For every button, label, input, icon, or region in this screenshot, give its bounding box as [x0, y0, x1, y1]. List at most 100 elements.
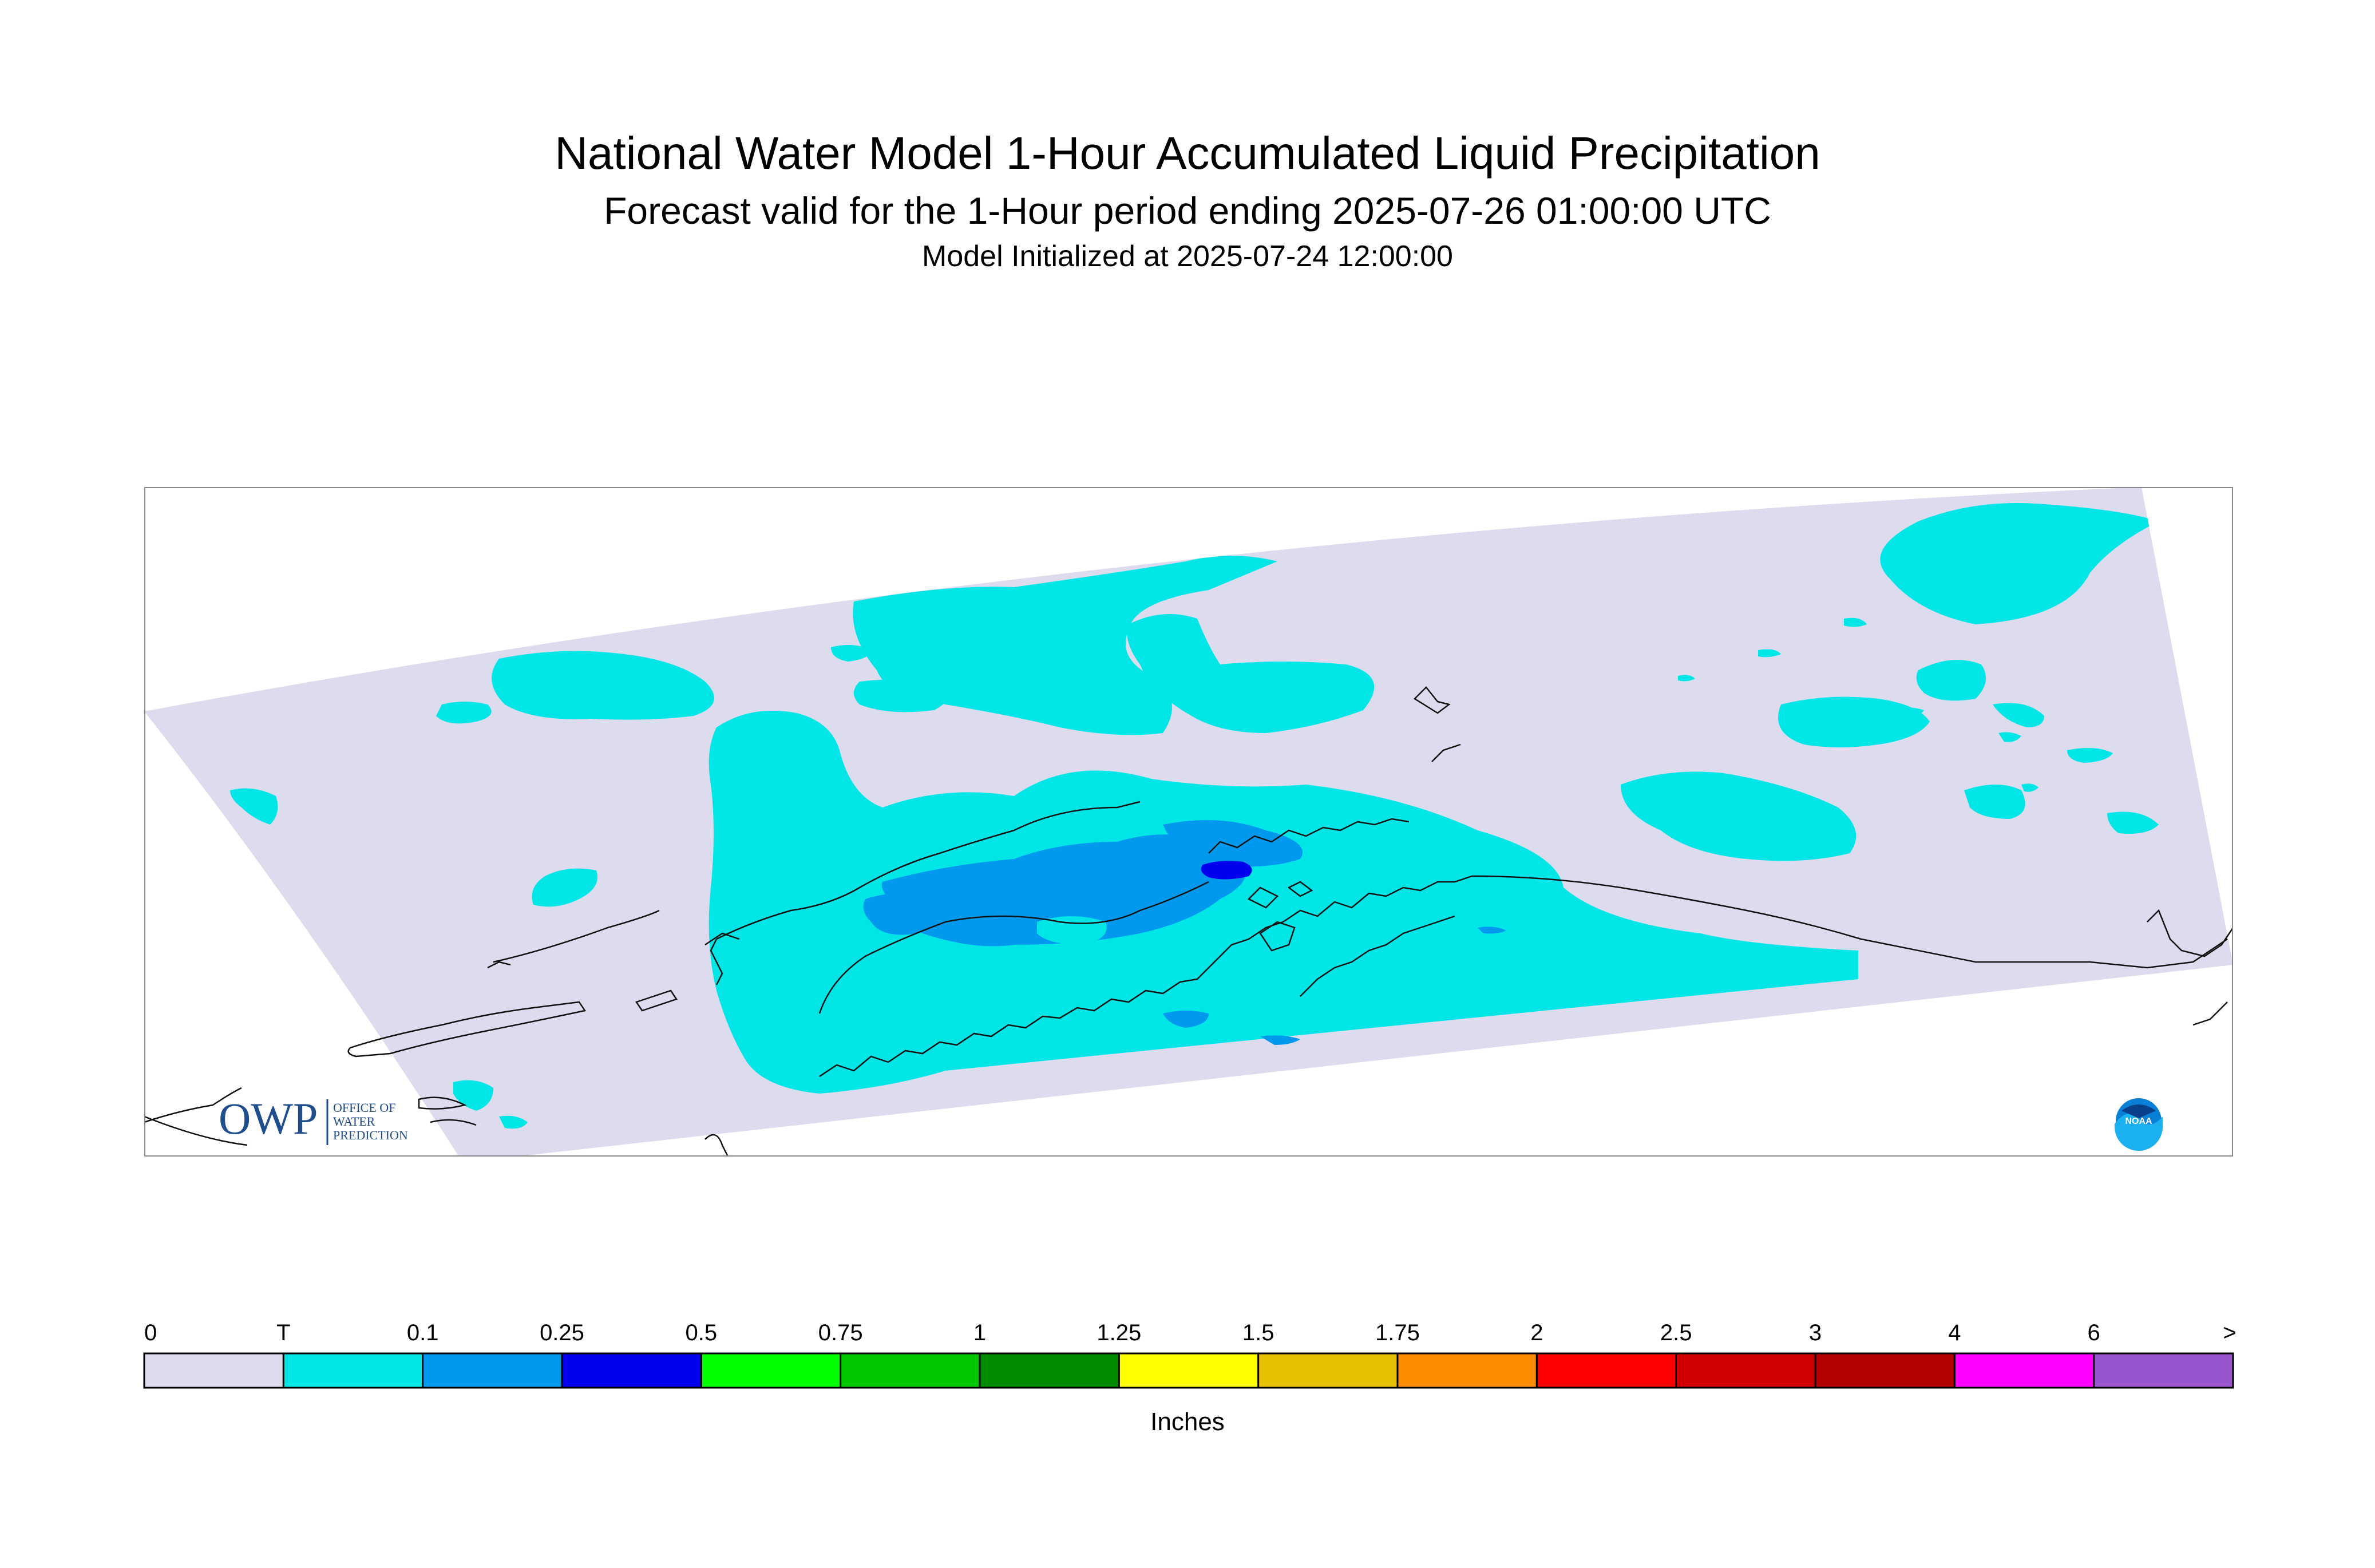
trace-area-west-4 — [831, 645, 871, 662]
legend-tick-label: T — [276, 1320, 290, 1345]
legend-tick-label: 0.5 — [686, 1320, 718, 1345]
coast-alaska-north — [716, 801, 1141, 940]
trace-precip-areas — [230, 503, 2159, 1129]
light-area-southeast — [1260, 1035, 1300, 1045]
coast-island-kodiak — [1259, 921, 1296, 952]
init-subtitle: Model Initialized at 2025-07-24 12:00:00 — [922, 240, 1453, 273]
trace-area-ne-small-3 — [1844, 617, 1867, 627]
coast-kenai — [1300, 915, 1455, 997]
coast-gulf-2 — [1208, 818, 1410, 854]
coast-islands-1 — [1247, 886, 1279, 909]
coast-far-east — [2147, 909, 2233, 957]
owp-logo-line-1: OFFICE OF — [333, 1100, 395, 1115]
legend-bin — [282, 1352, 424, 1389]
legend-tick-label: 4 — [1948, 1320, 1961, 1345]
trace-area-east-6 — [1884, 707, 1924, 720]
light-area-west — [863, 893, 937, 935]
trace-area-west-2 — [854, 679, 947, 712]
trace-area-east-5 — [1916, 660, 1986, 701]
legend-bin — [2093, 1352, 2234, 1389]
legend-tick-label: 1.5 — [1242, 1320, 1274, 1345]
coast-chukotka-2 — [430, 1119, 477, 1126]
legend-tick-label: 6 — [2088, 1320, 2100, 1345]
trace-area-west-1 — [492, 651, 714, 720]
legend-bin — [979, 1352, 1120, 1389]
legend-tick-label: 2.5 — [1660, 1320, 1692, 1345]
legend-bin — [422, 1352, 563, 1389]
trace-area-sw-2 — [499, 1115, 528, 1129]
trace-area-east-11 — [1998, 732, 2021, 742]
light-area-east — [1478, 926, 1506, 934]
trace-area-central — [708, 710, 1858, 1094]
owp-logo-mark: OWP — [219, 1094, 318, 1143]
color-legend: 0 T 0.1 0.25 0.5 0.75 1 1.25 1.5 1.75 2 2.5 3 4 6 > — [143, 1320, 2237, 1389]
trace-area-ne-small-1 — [1758, 649, 1781, 658]
trace-area-east-2 — [1632, 785, 1724, 807]
legend-unit-label: Inches — [1150, 1408, 1225, 1436]
legend-tick-label: 0.25 — [540, 1320, 584, 1345]
coast-islands-2 — [1287, 881, 1313, 897]
trace-area-east-4 — [1880, 503, 2159, 624]
trace-area-northeast — [1127, 614, 1375, 733]
page-title: National Water Model 1-Hour Accumulated … — [555, 128, 1820, 179]
trace-area-west-5 — [230, 788, 278, 825]
trace-area-west-6 — [532, 868, 597, 907]
legend-bin — [1396, 1352, 1538, 1389]
coast-bering-2 — [635, 989, 678, 1012]
coast-alaska-west — [710, 939, 723, 985]
legend-tick-label: 0 — [144, 1320, 157, 1345]
trace-area-west-3 — [436, 702, 492, 724]
legend-bin — [1675, 1352, 1816, 1389]
forecast-subtitle: Forecast valid for the 1-Hour period end… — [604, 189, 1771, 232]
legend-ticks: 0 T 0.1 0.25 0.5 0.75 1 1.25 1.5 1.75 2 2.5 3 4 6 > — [144, 1320, 2237, 1345]
heavy-precip-areas — [1201, 861, 1252, 880]
legend-bin — [700, 1352, 842, 1389]
legend-bin — [1257, 1352, 1399, 1389]
coast-south-small — [704, 1134, 729, 1157]
legend-tick-label: 0.1 — [407, 1320, 439, 1345]
map-frame — [144, 487, 2233, 1157]
coast-aleutian-2 — [487, 961, 511, 969]
trace-area-north — [853, 556, 1277, 735]
legend-bin — [1953, 1352, 2095, 1389]
trace-area-east-9 — [1964, 785, 2025, 819]
coast-far-east-2 — [2192, 1001, 2228, 1026]
coastlines — [144, 686, 2233, 1157]
coast-southeast-ak — [1471, 875, 2228, 969]
coast-bering-1 — [347, 1001, 587, 1058]
legend-bin — [143, 1352, 284, 1389]
trace-area-southwest — [453, 1080, 493, 1111]
legend-bin — [840, 1352, 981, 1389]
trace-area-east-10 — [2107, 811, 2159, 834]
legend-bin — [1118, 1352, 1260, 1389]
legend-tick-label: 3 — [1809, 1320, 1822, 1345]
coast-aleutian-1 — [493, 909, 660, 963]
legend-bin — [561, 1352, 702, 1389]
coast-russia-coast — [704, 932, 740, 946]
legend-bin — [1814, 1352, 1956, 1389]
coast-chukotka — [418, 1096, 467, 1110]
coast-peninsula-inner — [818, 881, 1209, 1014]
light-area-south — [1163, 1011, 1209, 1028]
trace-area-ne-small-2 — [1678, 675, 1695, 682]
coast-island-arctic-2 — [1431, 743, 1461, 762]
coast-island-arctic-1 — [1414, 686, 1451, 714]
noaa-logo-text: NOAA — [2125, 1116, 2152, 1126]
trace-area-east-12 — [2021, 783, 2038, 792]
trace-area-east-7 — [1993, 703, 2044, 727]
legend-tick-label: > — [2223, 1320, 2236, 1345]
light-area-central-2 — [1163, 820, 1303, 867]
legend-tick-label: 1.25 — [1097, 1320, 1141, 1345]
legend-tick-label: 1.75 — [1375, 1320, 1420, 1345]
owp-logo-line-3: PREDICTION — [333, 1128, 408, 1142]
owp-logo: OWP OFFICE OF WATER PREDICTION — [219, 1094, 408, 1145]
owp-logo-line-2: WATER — [333, 1114, 375, 1129]
coast-gulf — [1282, 875, 1472, 923]
heavy-area-core — [1201, 861, 1252, 880]
legend-tick-label: 1 — [973, 1320, 986, 1345]
legend-bins — [143, 1352, 2234, 1389]
legend-bin — [1535, 1352, 1677, 1389]
coast-siberia — [144, 1087, 248, 1146]
trace-area-east-8 — [2067, 748, 2113, 763]
precipitation-map: OWP OFFICE OF WATER PREDICTION NOAA — [144, 487, 2233, 1157]
